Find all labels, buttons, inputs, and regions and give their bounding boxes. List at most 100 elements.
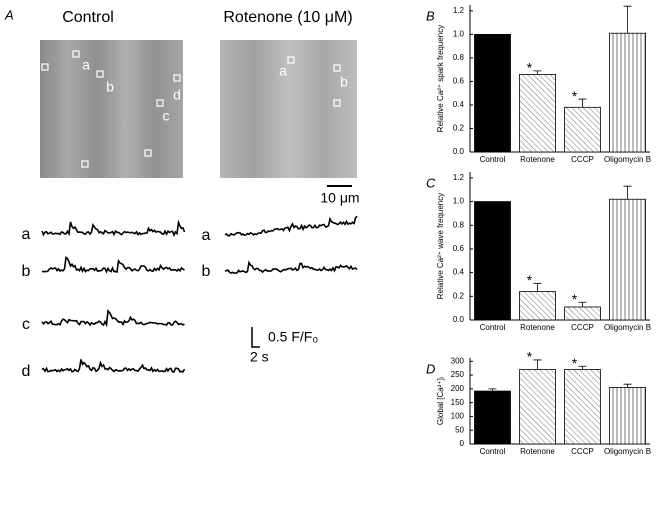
error-bar (533, 359, 542, 370)
region-marker (41, 63, 49, 71)
error-bar (533, 70, 542, 75)
y-tick-label: 250 (451, 370, 465, 379)
significance-marker: * (527, 349, 533, 365)
x-tick-label: Rotenone (520, 447, 555, 456)
region-marker (333, 64, 341, 72)
y-tick-label: 0.2 (453, 124, 465, 133)
y-axis-label: Relative Ca²⁺ wave frequency (436, 193, 445, 300)
x-tick-label: Rotenone (520, 155, 555, 164)
region-label: b (340, 74, 348, 90)
y-tick-label: 0.6 (453, 77, 465, 86)
trace (224, 215, 358, 237)
bar (519, 291, 556, 321)
y-tick-label: 1.0 (453, 197, 465, 206)
region-label: a (279, 63, 287, 79)
y-tick-label: 0.8 (453, 53, 465, 62)
x-tick-label: Control (480, 155, 506, 164)
significance-marker: * (527, 272, 533, 288)
y-tick-label: 200 (451, 384, 465, 393)
scale-label: 0.5 F/F₀ (268, 329, 318, 345)
trace (41, 309, 185, 328)
y-tick-label: 0 (460, 439, 465, 448)
bar (609, 387, 646, 445)
bar (564, 106, 601, 153)
region-marker (156, 99, 164, 107)
bar (564, 306, 601, 321)
error-bar (623, 383, 632, 388)
error-bar (578, 301, 587, 307)
bar (519, 369, 556, 445)
y-tick-label: 50 (455, 425, 464, 434)
x-tick-label: Oligomycin B (604, 447, 651, 456)
region-marker (287, 56, 295, 64)
panel-letter: B (426, 8, 435, 23)
region-marker (72, 50, 80, 58)
error-bar (623, 185, 632, 200)
scale-label: 2 s (250, 349, 269, 365)
x-tick-label: Oligomycin B (604, 323, 651, 332)
region-marker (144, 149, 152, 157)
bar (564, 369, 601, 445)
y-tick-label: 0.0 (453, 315, 465, 324)
x-tick-label: CCCP (571, 447, 594, 456)
y-tick-label: 150 (451, 398, 465, 407)
trace-label: c (22, 316, 30, 333)
scale-label: 10 μm (320, 190, 359, 206)
control-image (40, 40, 183, 178)
trace-label: a (202, 227, 211, 244)
bar (609, 32, 646, 153)
bar (474, 390, 511, 445)
y-tick-label: 0.4 (453, 268, 465, 277)
trace (41, 256, 185, 274)
bar (609, 198, 646, 321)
region-label: a (82, 57, 90, 73)
y-tick-label: 0.4 (453, 100, 465, 109)
y-tick-label: 0.0 (453, 147, 465, 156)
trace (41, 359, 186, 373)
panel-letter: D (426, 361, 435, 376)
trace-label: a (22, 226, 31, 243)
y-axis-label: Relative Ca²⁺ spark frequency (436, 25, 445, 132)
error-bar (533, 282, 542, 292)
error-bar (578, 365, 587, 370)
x-tick-label: CCCP (571, 323, 594, 332)
bar (474, 201, 511, 321)
trace (224, 260, 358, 275)
significance-marker: * (572, 88, 578, 104)
region-label: d (173, 87, 181, 103)
y-axis-label: Global [Ca²⁺]ᵢ (436, 377, 445, 425)
error-bar (578, 98, 587, 108)
panel-letter: C (426, 175, 436, 190)
panel-title: Control (62, 9, 114, 26)
region-marker (333, 99, 341, 107)
trace-label: d (22, 363, 31, 380)
significance-marker: * (572, 291, 578, 307)
region-marker (81, 160, 89, 168)
error-bar (488, 388, 497, 392)
trace-scale-bar (251, 327, 260, 348)
y-tick-label: 100 (451, 412, 465, 421)
y-tick-label: 300 (451, 356, 465, 365)
y-tick-label: 0.6 (453, 244, 465, 253)
x-tick-label: Oligomycin B (604, 155, 651, 164)
x-tick-label: Control (480, 323, 506, 332)
trace-label: b (22, 263, 31, 280)
panel-title: Rotenone (10 μM) (223, 9, 352, 26)
y-tick-label: 1.2 (453, 173, 465, 182)
y-tick-label: 0.2 (453, 291, 465, 300)
region-marker (96, 70, 104, 78)
panel-letter: A (4, 7, 14, 22)
x-tick-label: Control (480, 447, 506, 456)
x-tick-label: Rotenone (520, 323, 555, 332)
significance-marker: * (572, 355, 578, 371)
bar (519, 73, 556, 153)
trace (41, 219, 186, 237)
y-tick-label: 0.8 (453, 220, 465, 229)
significance-marker: * (527, 60, 533, 76)
region-marker (173, 74, 181, 82)
error-bar (623, 5, 632, 34)
region-label: c (163, 108, 170, 124)
x-tick-label: CCCP (571, 155, 594, 164)
